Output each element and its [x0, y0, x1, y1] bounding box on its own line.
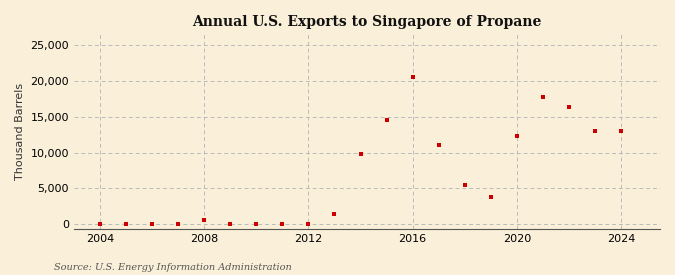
Point [146, 222, 157, 226]
Point [251, 222, 262, 226]
Text: Source: U.S. Energy Information Administration: Source: U.S. Energy Information Administ… [54, 263, 292, 272]
Point [485, 195, 496, 199]
Y-axis label: Thousand Barrels: Thousand Barrels [15, 83, 25, 180]
Point [407, 75, 418, 79]
Point [277, 222, 288, 226]
Point [512, 134, 522, 138]
Point [121, 221, 132, 226]
Point [381, 117, 392, 122]
Title: Annual U.S. Exports to Singapore of Propane: Annual U.S. Exports to Singapore of Prop… [192, 15, 542, 29]
Point [95, 222, 105, 226]
Point [355, 152, 366, 156]
Point [433, 143, 444, 148]
Point [616, 129, 626, 133]
Point [459, 183, 470, 187]
Point [173, 222, 184, 226]
Point [329, 211, 340, 216]
Point [537, 95, 548, 100]
Point [589, 129, 600, 133]
Point [225, 222, 236, 226]
Point [199, 218, 210, 222]
Point [303, 222, 314, 226]
Point [564, 104, 574, 109]
